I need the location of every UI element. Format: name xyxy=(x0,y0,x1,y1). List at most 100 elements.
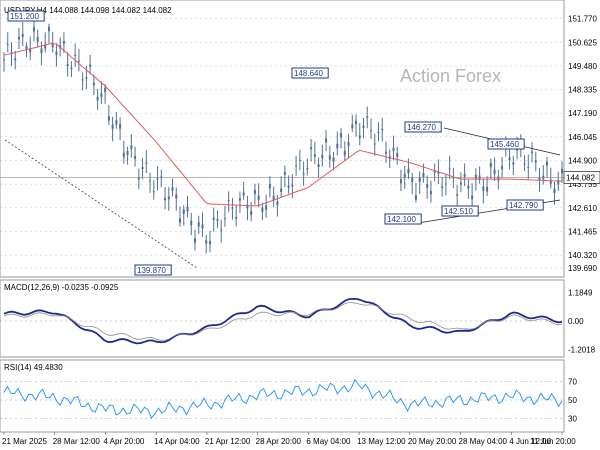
candle-body xyxy=(377,131,380,133)
candle-body xyxy=(332,157,335,162)
candle-body xyxy=(149,180,152,182)
time-tick-label: 6 May 04:00 xyxy=(306,437,351,446)
candle-body xyxy=(246,204,249,209)
candle-body xyxy=(220,229,223,231)
candle-body xyxy=(325,138,328,143)
candle-body xyxy=(66,64,69,67)
candle-body xyxy=(411,177,414,183)
candle-body xyxy=(201,224,204,229)
rsi-tick-label: 50 xyxy=(568,396,577,405)
candle-body xyxy=(527,166,530,168)
candle-body xyxy=(508,157,511,161)
candle-body xyxy=(463,173,466,177)
price-label-box xyxy=(506,199,544,211)
candle-body xyxy=(152,191,155,193)
candle-body xyxy=(276,201,279,206)
time-tick-label: 14 Apr 04:00 xyxy=(154,437,200,446)
candle-body xyxy=(145,162,148,164)
candle-body xyxy=(523,163,526,165)
price-label: 139.870 xyxy=(137,266,166,275)
price-panel-frame xyxy=(0,0,565,278)
candle-body xyxy=(340,132,343,138)
candle-body xyxy=(493,169,496,174)
price-label-box xyxy=(291,67,329,79)
candle-body xyxy=(497,176,500,181)
macd-title: MACD(12,26,9) -0.0235 -0.0925 xyxy=(4,283,119,292)
candle-body xyxy=(104,87,107,93)
candle-body xyxy=(482,186,485,192)
candle-body xyxy=(156,178,159,180)
candle-body xyxy=(14,58,17,61)
candle-body xyxy=(381,128,384,131)
price-label: 151.200 xyxy=(10,12,39,21)
price-panel: USDJPY,H4 144.088 144.098 144.082 144.08… xyxy=(0,0,600,278)
candle-body xyxy=(306,167,309,170)
candle-body xyxy=(474,174,477,179)
candle-body xyxy=(429,190,432,195)
price-label: 142.790 xyxy=(509,201,538,210)
ma-line xyxy=(3,42,563,207)
candle-body xyxy=(238,198,241,201)
price-tick-label: 148.335 xyxy=(568,86,597,95)
candle-body xyxy=(122,152,125,158)
rsi-panel: RSI(14) 49.4830 70 50 30 xyxy=(0,359,577,433)
candle-body xyxy=(216,219,219,222)
candle-body xyxy=(531,151,534,154)
rsi-tick-label: 30 xyxy=(568,415,577,424)
candle-body xyxy=(85,77,88,79)
candle-body xyxy=(538,177,541,181)
price-tick-label: 150.625 xyxy=(568,38,597,47)
candle-body xyxy=(36,37,39,42)
candle-body xyxy=(100,93,103,97)
price-tick-label: 149.480 xyxy=(568,62,597,71)
price-tick-label: 140.320 xyxy=(568,251,597,260)
candle-body xyxy=(433,170,436,173)
candle-body xyxy=(437,171,440,174)
candle-body xyxy=(373,143,376,145)
candle-body xyxy=(212,217,215,220)
candle-body xyxy=(250,211,253,215)
price-tick-label: 141.465 xyxy=(568,227,597,236)
candle-body xyxy=(92,82,95,86)
candle-body xyxy=(489,162,492,168)
candle-body xyxy=(516,149,519,151)
price-tick-label: 146.045 xyxy=(568,133,597,142)
price-tick-label: 147.190 xyxy=(568,109,597,118)
candle-body xyxy=(452,177,455,179)
price-label-box xyxy=(134,264,172,276)
price-label: 142.100 xyxy=(387,215,416,224)
candle-body xyxy=(119,124,122,129)
candle-body xyxy=(392,147,395,152)
candle-body xyxy=(272,195,275,200)
candle-body xyxy=(459,182,462,185)
time-tick-label: 28 Apr 20:00 xyxy=(256,437,302,446)
candle-body xyxy=(197,222,200,227)
candle-body xyxy=(257,195,260,200)
candle-body xyxy=(317,164,320,168)
candle-body xyxy=(261,207,264,212)
price-labels: 151.200 148.640 146.270 145.460 142.100 142.5… xyxy=(7,10,544,276)
candle-body xyxy=(557,180,560,185)
candle-body xyxy=(62,41,65,44)
candle-body xyxy=(231,207,234,209)
price-tick-label: 142.610 xyxy=(568,204,597,213)
candle-body xyxy=(291,184,294,187)
candle-body xyxy=(44,44,47,49)
price-label: 148.640 xyxy=(294,69,323,78)
candle-body xyxy=(553,188,556,193)
time-tick-label: 11 Jun 20:00 xyxy=(530,437,576,446)
candle-body xyxy=(486,186,489,192)
candle-body xyxy=(77,60,80,62)
price-axis: 151.770 150.625 149.480 148.335 147.190 146.0… xyxy=(568,15,597,274)
price-tick-label: 139.690 xyxy=(568,264,597,273)
candle-body xyxy=(302,173,305,175)
candle-body xyxy=(164,197,167,201)
rsi-line xyxy=(3,378,563,419)
time-tick-label: 21 Apr 12:00 xyxy=(205,437,251,446)
candle-body xyxy=(268,184,271,189)
candle-body xyxy=(336,143,339,149)
candle-body xyxy=(253,189,256,195)
current-price-text: 144.082 xyxy=(566,173,595,182)
price-label-box xyxy=(487,138,525,150)
